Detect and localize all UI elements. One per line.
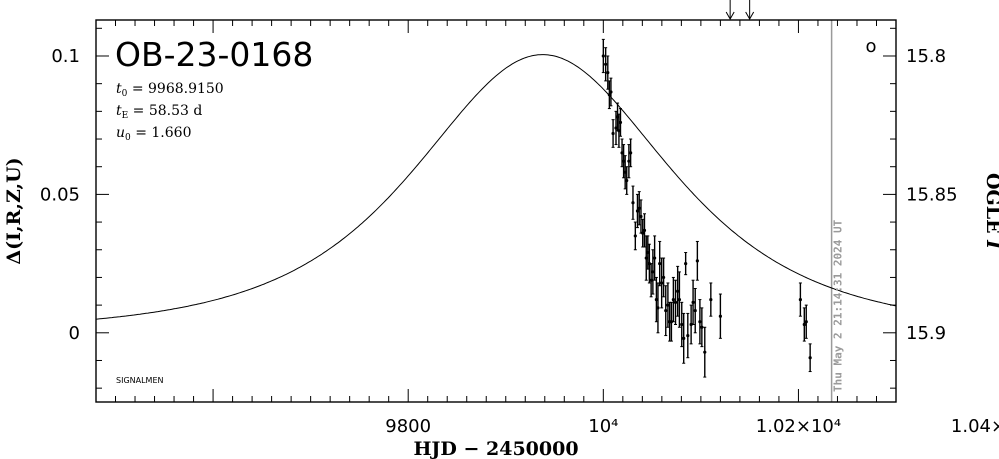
data-point — [644, 235, 648, 281]
data-point — [607, 80, 611, 110]
data-point — [808, 343, 812, 373]
x-axis-title: HJD − 2450000 — [413, 438, 578, 459]
data-point — [676, 265, 680, 317]
data-point — [617, 113, 621, 148]
data-point — [656, 282, 660, 334]
param-symbol: t — [116, 81, 122, 97]
data-point — [629, 138, 633, 168]
data-point — [703, 326, 707, 378]
x-tick-label: 9800 — [385, 416, 431, 437]
param-tE: tE = 58.53 d — [116, 103, 202, 121]
model-parameters: t0 = 9968.9150 tE = 58.53 d u0 = 1.660 — [116, 81, 224, 143]
data-point — [677, 271, 682, 328]
data-point — [618, 108, 623, 137]
current-timestamp: Thu May 2 21:14:31 2024 UT — [832, 219, 845, 392]
data-point — [718, 293, 722, 339]
data-point — [671, 276, 675, 323]
x-tick-label: 1.02×10⁴ — [756, 416, 841, 437]
param-value: = 58.53 d — [128, 103, 202, 119]
param-u0: u0 = 1.660 — [116, 125, 191, 143]
data-point — [635, 193, 640, 229]
data-point — [698, 299, 702, 345]
mag-tick-label: 15.85 — [906, 184, 958, 205]
data-point — [658, 240, 662, 287]
data-point — [604, 47, 608, 82]
data-point — [641, 218, 645, 248]
data-point — [804, 304, 808, 339]
data-point — [637, 191, 641, 226]
param-subscript: E — [122, 111, 129, 121]
data-point — [669, 301, 674, 342]
data-point — [651, 249, 655, 295]
data-points — [601, 38, 812, 378]
data-point — [664, 285, 668, 337]
y-tick-label: 0.1 — [51, 46, 80, 67]
data-point — [798, 282, 802, 317]
param-t0: t0 = 9968.9150 — [116, 81, 224, 99]
data-point — [631, 185, 635, 220]
data-point — [693, 288, 697, 334]
mag-tick-label: 15.8 — [906, 46, 946, 67]
data-point — [680, 301, 684, 348]
data-point — [627, 144, 631, 179]
data-point — [695, 240, 699, 281]
magnitude-tick-labels: 15.8 15.85 15.9 — [906, 46, 958, 344]
data-point — [662, 257, 666, 298]
data-point — [673, 279, 678, 325]
down-arrow-icon — [725, 0, 735, 21]
x-tick-label: 10⁴ — [588, 416, 618, 437]
data-point — [642, 213, 647, 248]
data-point — [802, 307, 806, 342]
data-point — [700, 307, 704, 348]
data-point — [623, 155, 627, 190]
down-arrow-icon — [745, 0, 755, 21]
data-point — [609, 77, 613, 107]
param-symbol: t — [116, 103, 122, 119]
x-tick-label: 1.04×10⁴ — [951, 416, 999, 437]
data-point — [682, 312, 686, 364]
param-value: = 1.660 — [131, 125, 192, 141]
data-point — [649, 263, 653, 298]
param-symbol: u — [116, 125, 125, 141]
data-point — [689, 304, 693, 345]
y-axis-title: Δ(I,R,Z,U) — [3, 157, 25, 264]
mag-tick-label: 15.9 — [906, 323, 946, 344]
y-tick-label: 0 — [69, 323, 80, 344]
model-curve — [95, 54, 897, 320]
y-tick-labels: 0.1 0.05 0 — [40, 46, 80, 344]
data-point — [666, 282, 670, 328]
data-point — [660, 257, 664, 309]
data-point — [601, 38, 605, 74]
data-point — [691, 279, 695, 325]
y-tick-label: 0.05 — [40, 184, 80, 205]
mag-axis-title: OGLE I — [982, 173, 999, 250]
param-value: = 9968.9150 — [127, 81, 223, 97]
event-title: OB-23-0168 — [115, 35, 313, 74]
data-point — [684, 252, 688, 276]
credit-label: SIGNALMEN — [116, 376, 164, 385]
data-point — [647, 243, 651, 284]
data-point — [611, 119, 615, 148]
mag-axis-title-prefix: OGLE — [982, 173, 999, 240]
param-subscript: 0 — [122, 89, 128, 99]
data-point — [633, 221, 637, 251]
plot-frame — [95, 19, 897, 403]
x-tick-labels: 9800 10⁴ 1.02×10⁴ 1.04×10⁴ — [385, 416, 999, 437]
data-point — [709, 282, 713, 317]
data-point — [653, 235, 657, 281]
mag-axis-title-band: I — [982, 239, 999, 250]
legend-symbol: o — [865, 36, 876, 57]
data-point — [625, 166, 629, 195]
data-point — [686, 312, 690, 359]
param-subscript: 0 — [125, 133, 131, 143]
